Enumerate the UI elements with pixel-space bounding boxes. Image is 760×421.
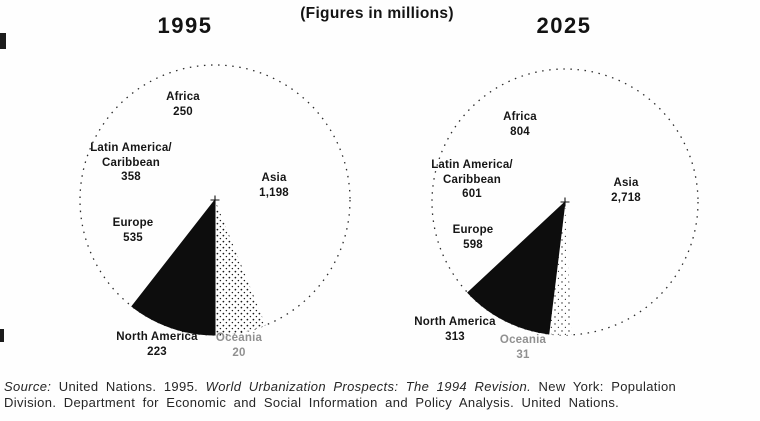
region-name: Europe: [452, 224, 494, 236]
caption-publisher: United Nations. 1995.: [58, 379, 199, 394]
region-name: Africa: [503, 111, 537, 123]
caption-imprint: New York: Population: [538, 379, 677, 394]
pie-1995-label-oceania: Oceania 20: [216, 331, 262, 360]
pie-center-mark-2025: [560, 197, 570, 207]
region-value: 2,718: [611, 191, 641, 204]
pie-2025-label-latin-america: Latin America/ Caribbean 601: [431, 158, 513, 202]
source-caption: Source: United Nations. 1995. World Urba…: [4, 379, 758, 410]
region-value: 1,198: [259, 186, 289, 199]
region-name: Latin America/: [431, 159, 513, 171]
region-name: Africa: [166, 91, 200, 103]
region-value: 250: [173, 105, 193, 118]
region-value: 313: [445, 330, 465, 343]
pie-2025-label-africa: Africa 804: [503, 110, 537, 139]
region-value: 601: [462, 188, 482, 200]
north-america-slice-1995: [131, 198, 216, 336]
pie-1995-label-latin-america: Latin America/ Caribbean 358: [90, 141, 172, 185]
source-label: Source:: [4, 379, 52, 394]
caption-line2: Division. Department for Economic and So…: [4, 394, 620, 410]
pie-2025-label-oceania: Oceania 31: [500, 333, 546, 362]
pie-1995-label-africa: Africa 250: [166, 90, 200, 119]
region-value: 20: [232, 346, 246, 359]
pie-1995-label-asia: Asia 1,198: [259, 171, 289, 200]
pie-2025-label-north-america: North America 313: [414, 315, 495, 344]
scan-artifact-top-left: [0, 33, 6, 49]
north-america-slice-2025: [467, 200, 566, 335]
pie-1995-label-north-america: North America 223: [116, 330, 197, 359]
pie-2025-label-europe: Europe 598: [453, 223, 494, 252]
pie-2025-label-asia: Asia 2,718: [611, 176, 641, 205]
region-name: Europe: [112, 217, 154, 229]
scan-artifact-bottom-left: [0, 329, 4, 342]
pie-year-heading-1995: 1995: [157, 13, 213, 38]
region-name: Asia: [613, 177, 639, 189]
region-name: Oceania: [215, 332, 263, 344]
caption-work-title: World Urbanization Prospects: The 1994 R…: [205, 379, 532, 394]
region-value: 804: [510, 125, 530, 138]
region-name: North America: [414, 316, 496, 328]
region-value: 223: [147, 345, 167, 358]
region-name: North America: [116, 331, 198, 343]
region-name: Latin America/: [90, 142, 172, 154]
pie-1995-label-europe: Europe 535: [113, 216, 154, 245]
pie-outline-2025: [431, 68, 699, 336]
region-name: Asia: [261, 172, 287, 184]
region-name-line2: Caribbean: [442, 173, 502, 186]
pie-outline-1995: [79, 64, 351, 336]
region-name-line2: Caribbean: [101, 156, 161, 169]
region-value: 598: [463, 238, 483, 251]
figure-title: (Figures in millions): [300, 5, 454, 22]
region-value: 31: [516, 348, 530, 361]
oceania-slice-2025: [548, 202, 572, 335]
oceania-slice-1995: [215, 200, 266, 336]
region-value: 535: [123, 231, 143, 244]
pie-center-mark-1995: [210, 195, 220, 205]
pie-year-heading-2025: 2025: [536, 13, 592, 38]
region-name: Oceania: [499, 334, 547, 346]
region-value: 358: [121, 171, 141, 183]
